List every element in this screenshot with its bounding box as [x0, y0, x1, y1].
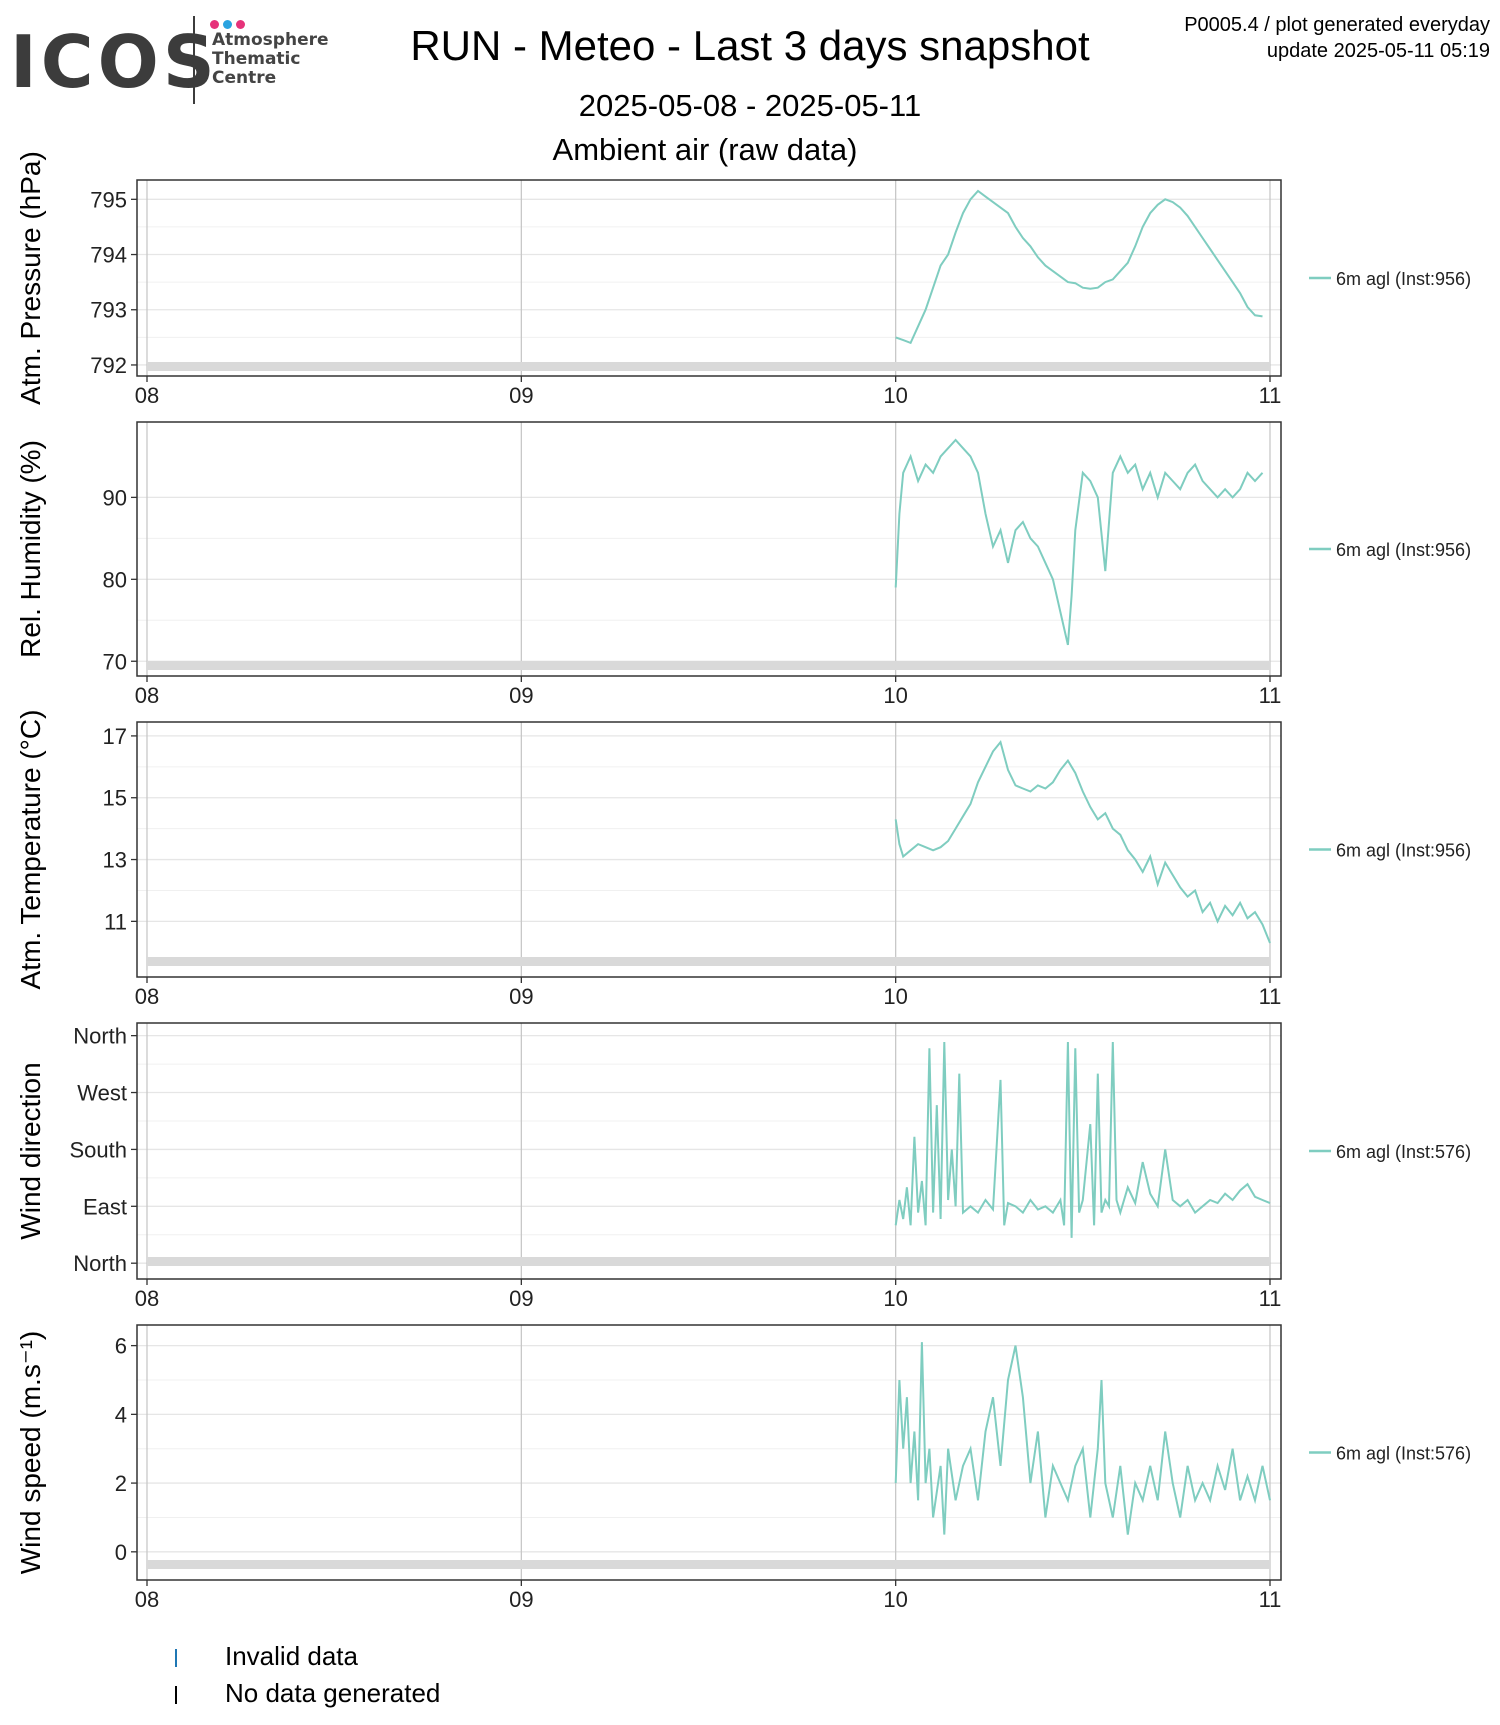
y-axis-label: Atm. Temperature (°C) [15, 710, 46, 990]
x-tick-label: 10 [883, 383, 907, 408]
chart-panel-3: 11 13 15 17 08 09 10 11 Atm. Temperature (°C) 6m … [15, 710, 1471, 1009]
y-axis-label: Wind direction [15, 1062, 46, 1239]
chart-panel-2: 70 80 90 08 09 10 11 Rel. Humidity (%) 6m agl (I… [15, 421, 1471, 708]
y-tick-label: 0 [115, 1540, 127, 1565]
series-line [895, 189, 1263, 345]
date-range: 2025-05-08 - 2025-05-11 [578, 88, 922, 123]
y-tick-label: 90 [103, 485, 127, 510]
chart-panel-1: 792 793 794 795 08 09 10 11 Atm. Pressure (hPa) 6… [15, 151, 1471, 408]
y-tick-label: 80 [103, 567, 127, 592]
logo-dot-blue [223, 20, 232, 29]
logo-line-3: Centre [212, 68, 277, 88]
logo-dots [210, 16, 249, 34]
x-tick-label: 11 [1259, 1286, 1282, 1311]
plot-meta: P0005.4 / plot generated everyday update… [1184, 12, 1490, 64]
legend-label: 6m agl (Inst:576) [1336, 1142, 1471, 1162]
x-tick-label: 10 [883, 683, 907, 708]
chart-subtitle: Ambient air (raw data) [552, 132, 858, 167]
y-tick-label: 795 [90, 187, 127, 212]
logo-line-1: Atmosphere [212, 30, 329, 50]
x-tick-label: 09 [509, 1587, 533, 1612]
x-tick-label: 11 [1259, 383, 1282, 408]
logo-line-2: Thematic [212, 49, 301, 69]
x-tick-label: 11 [1259, 683, 1282, 708]
no-data-marker [175, 1686, 177, 1705]
y-axis-label: Atm. Pressure (hPa) [15, 151, 46, 405]
legend-label: 6m agl (Inst:956) [1336, 540, 1471, 560]
y-tick-label: 794 [90, 243, 127, 268]
update-timestamp: update 2025-05-11 05:19 [1266, 40, 1490, 62]
x-tick-label: 09 [509, 683, 533, 708]
panel-frame [136, 721, 1282, 978]
series-line [894, 1342, 1271, 1535]
y-axis-label: Rel. Humidity (%) [15, 440, 46, 658]
x-tick-label: 08 [135, 1587, 159, 1612]
series-line [894, 1041, 1271, 1238]
y-tick-label: 6 [115, 1334, 127, 1359]
no-data-label: No data generated [225, 1678, 441, 1708]
chart-panel-5: 0 2 4 6 08 09 10 11 Wind speed (m.s⁻¹) 6m agl (In… [15, 1324, 1471, 1612]
icos-logo: ICOS Atmosphere Thematic Centre [10, 12, 330, 107]
panel-frame [136, 421, 1282, 677]
series-line [894, 739, 1271, 944]
panel-frame [136, 1022, 1282, 1280]
y-tick-label: 70 [103, 649, 127, 674]
y-tick-label: 13 [103, 848, 127, 873]
plot-id-text: P0005.4 / plot generated everyday [1184, 14, 1490, 36]
x-tick-label: 09 [509, 984, 533, 1009]
legend-label: 6m agl (Inst:956) [1336, 269, 1471, 289]
no-data-band [147, 661, 1270, 670]
x-tick-label: 10 [883, 984, 907, 1009]
y-tick-label: 2 [115, 1471, 127, 1496]
no-data-band [147, 1560, 1270, 1569]
y-tick-label: North [73, 1251, 127, 1276]
chart-panel-4: North East South West North 08 09 10 11 Wind dire… [15, 1022, 1471, 1311]
series-line [894, 438, 1264, 646]
panel-frame [136, 1324, 1282, 1581]
panel-frame [136, 179, 1282, 377]
x-tick-label: 08 [135, 683, 159, 708]
x-tick-label: 09 [509, 383, 533, 408]
x-tick-label: 10 [883, 1587, 907, 1612]
x-tick-label: 08 [135, 383, 159, 408]
x-tick-label: 08 [135, 1286, 159, 1311]
y-tick-label: North [73, 1024, 127, 1049]
y-tick-label: 15 [103, 786, 127, 811]
x-tick-label: 11 [1259, 984, 1282, 1009]
y-tick-label: South [70, 1137, 128, 1162]
legend-invalid: Invalid data [175, 1638, 440, 1675]
no-data-band [147, 957, 1270, 966]
logo-wordmark: ICOS [10, 20, 219, 104]
legend-label: 6m agl (Inst:956) [1336, 841, 1471, 861]
y-tick-label: 792 [90, 353, 127, 378]
x-tick-label: 08 [135, 984, 159, 1009]
logo-dot-pink-2 [236, 20, 245, 29]
no-data-band [147, 362, 1270, 371]
y-tick-label: East [83, 1194, 127, 1219]
x-tick-label: 11 [1259, 1587, 1282, 1612]
x-tick-label: 09 [509, 1286, 533, 1311]
x-tick-label: 10 [883, 1286, 907, 1311]
y-axis-label: Wind speed (m.s⁻¹) [15, 1331, 46, 1575]
y-tick-label: 11 [104, 909, 127, 934]
invalid-data-marker [175, 1649, 177, 1668]
legend-label: 6m agl (Inst:576) [1336, 1444, 1471, 1464]
y-tick-label: 4 [115, 1402, 127, 1427]
legend-nodata: No data generated [175, 1675, 440, 1712]
no-data-band [147, 1257, 1270, 1266]
status-legend: Invalid data No data generated [175, 1638, 440, 1712]
y-tick-label: West [77, 1081, 127, 1106]
invalid-data-label: Invalid data [225, 1641, 358, 1671]
logo-divider [193, 16, 195, 104]
y-tick-label: 17 [103, 724, 127, 749]
page-title: RUN - Meteo - Last 3 days snapshot [410, 22, 1090, 69]
y-tick-label: 793 [90, 298, 127, 323]
logo-dot-pink [210, 20, 219, 29]
